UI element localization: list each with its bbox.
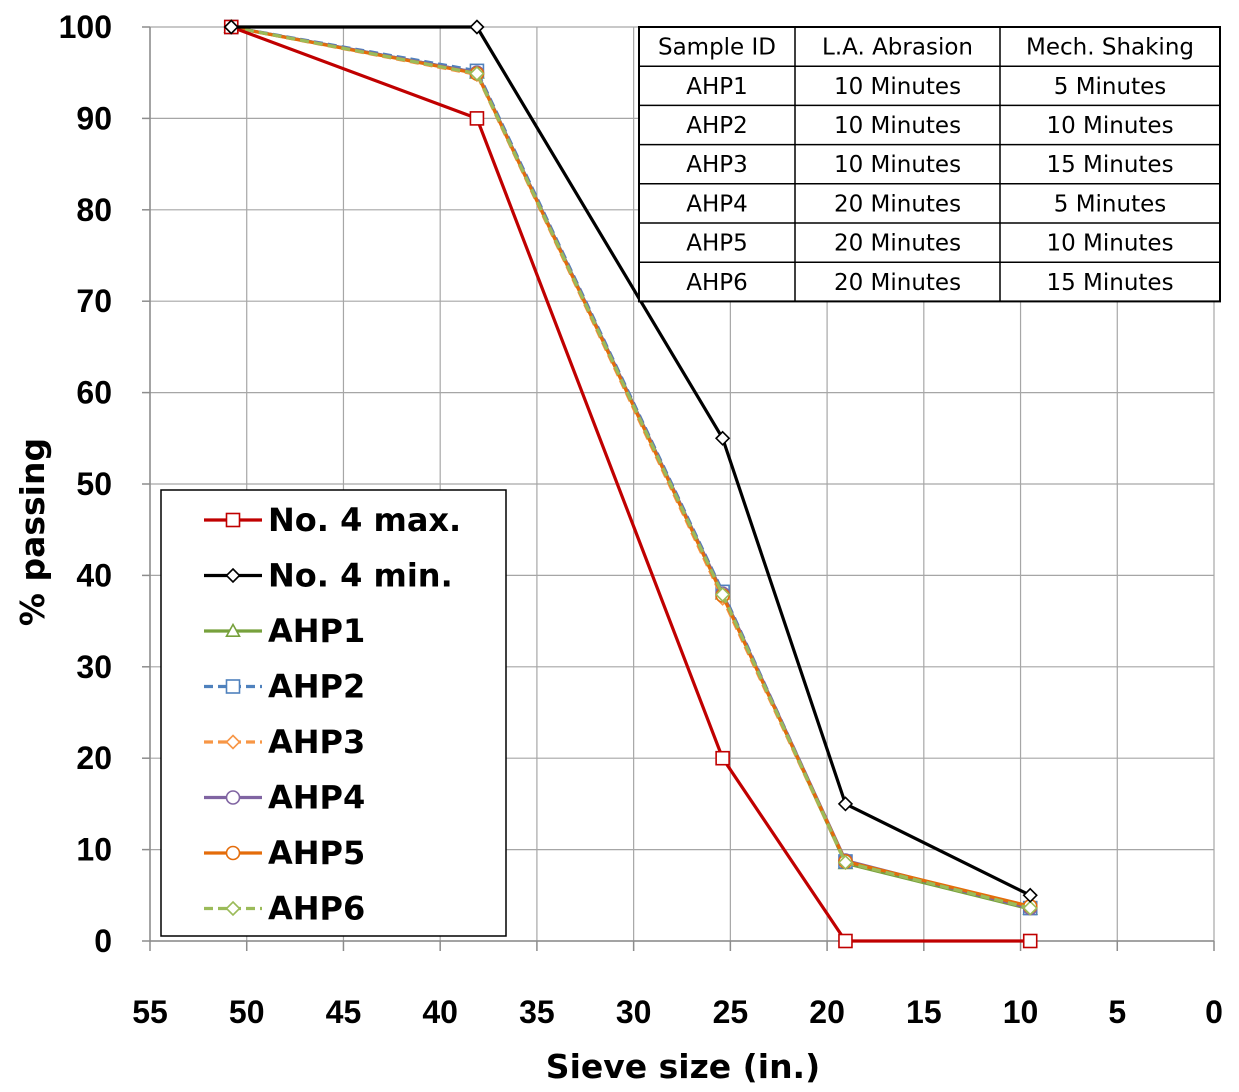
legend-label: AHP4 [268, 779, 365, 817]
table-cell: 5 Minutes [1054, 74, 1166, 100]
table-cell: AHP4 [686, 191, 748, 217]
x-axis-title: Sieve size (in.) [546, 1047, 820, 1086]
data-point [469, 65, 485, 82]
x-tick-label: 15 [906, 994, 942, 1030]
sample-table: Sample ID L.A. Abrasion Mech. Shaking AHP1 1… [638, 26, 1221, 303]
table-cell: AHP5 [686, 231, 748, 257]
legend-frame [160, 489, 507, 937]
x-tick-label: 35 [519, 994, 555, 1030]
y-tick-label: 90 [76, 100, 112, 136]
x-tick-label: 40 [422, 994, 458, 1030]
data-point [837, 854, 854, 871]
legend-swatch-marker [225, 845, 241, 861]
legend-label: No. 4 max. [268, 501, 461, 539]
legend-label: AHP6 [268, 890, 365, 928]
y-tick-label: 70 [76, 283, 112, 319]
x-tick-label: 25 [713, 994, 749, 1030]
y-axis-title: % passing [13, 438, 52, 626]
table-cell: AHP2 [686, 113, 748, 139]
data-point [715, 750, 730, 766]
y-tick-label: 0 [94, 923, 112, 959]
table-cell: AHP3 [686, 152, 748, 178]
legend-label: AHP5 [268, 834, 365, 872]
legend-item: AHP3 [204, 723, 365, 761]
x-tick-label: 55 [132, 994, 168, 1030]
x-tick-label: 50 [229, 994, 265, 1030]
table-cell: AHP6 [686, 270, 748, 296]
legend-swatch-marker [225, 679, 241, 694]
legend-item: AHP1 [204, 612, 365, 650]
legend-label: AHP2 [268, 668, 365, 706]
table-header-cell: Sample ID [658, 35, 776, 61]
table-cell: 10 Minutes [834, 152, 961, 178]
data-point [714, 586, 731, 603]
legend-label: AHP1 [268, 612, 365, 650]
x-tick-label: 0 [1205, 994, 1223, 1030]
table-cell: 15 Minutes [1046, 152, 1173, 178]
y-tick-label: 40 [76, 557, 112, 593]
data-point [223, 19, 239, 35]
data-point [837, 796, 854, 812]
data-point [1022, 933, 1038, 949]
x-tick-label: 10 [1003, 994, 1039, 1030]
legend-swatch-marker [225, 734, 241, 750]
y-tick-label: 60 [76, 375, 112, 411]
table-cell: 10 Minutes [1046, 231, 1173, 257]
legend-label: AHP3 [268, 723, 365, 761]
axes: 55 50 45 40 35 30 25 20 15 10 5 0010203040506070809… [59, 9, 1223, 1030]
data-point [1022, 900, 1038, 916]
x-tick-label: 45 [326, 994, 362, 1030]
table-cell: 10 Minutes [834, 113, 961, 139]
table-cell: 20 Minutes [834, 270, 961, 296]
series-no-4-min- [223, 19, 1038, 903]
legend-label: No. 4 min. [268, 557, 453, 595]
legend-item: AHP4 [204, 779, 365, 817]
legend-item: AHP2 [204, 668, 365, 706]
table-cell: 15 Minutes [1046, 270, 1173, 296]
table-header-cell: L.A. Abrasion [822, 35, 973, 61]
legend-item: AHP6 [204, 890, 365, 928]
x-tick-label: 20 [809, 994, 845, 1030]
table-cell: 5 Minutes [1054, 191, 1166, 217]
legend-swatch-marker [225, 512, 241, 528]
y-tick-label: 20 [76, 740, 112, 776]
table-cell: AHP1 [686, 74, 748, 100]
table-cell: 10 Minutes [834, 74, 961, 100]
y-tick-label: 100 [59, 9, 112, 45]
data-point [714, 430, 731, 446]
data-point [1022, 887, 1038, 903]
series-lines [223, 18, 1039, 949]
legend-swatch-marker [225, 622, 241, 638]
legend-swatch-marker [225, 790, 241, 805]
legend-item: No. 4 max. [204, 501, 461, 539]
data-point [469, 19, 485, 35]
legend-swatch-marker [225, 567, 241, 584]
legend-item: AHP5 [204, 834, 365, 872]
x-tick-label: 30 [616, 994, 652, 1030]
data-point [838, 933, 853, 949]
table-header-cell: Mech. Shaking [1026, 35, 1194, 61]
legend-item: No. 4 min. [204, 557, 453, 595]
x-tick-label: 5 [1108, 994, 1126, 1030]
table-frame [638, 26, 1221, 303]
table-cell: 10 Minutes [1046, 113, 1173, 139]
y-tick-label: 10 [76, 832, 112, 868]
data-point [469, 111, 485, 126]
y-tick-label: 80 [76, 192, 112, 228]
y-tick-label: 50 [76, 466, 112, 502]
y-tick-label: 30 [76, 649, 112, 685]
table-cell: 20 Minutes [834, 191, 961, 217]
table-cell: 20 Minutes [834, 231, 961, 257]
legend: No. 4 max. No. 4 min. AHP1 AHP2 AHP3 AHP4 AHP5… [160, 489, 507, 937]
legend-swatch-marker [225, 900, 241, 917]
